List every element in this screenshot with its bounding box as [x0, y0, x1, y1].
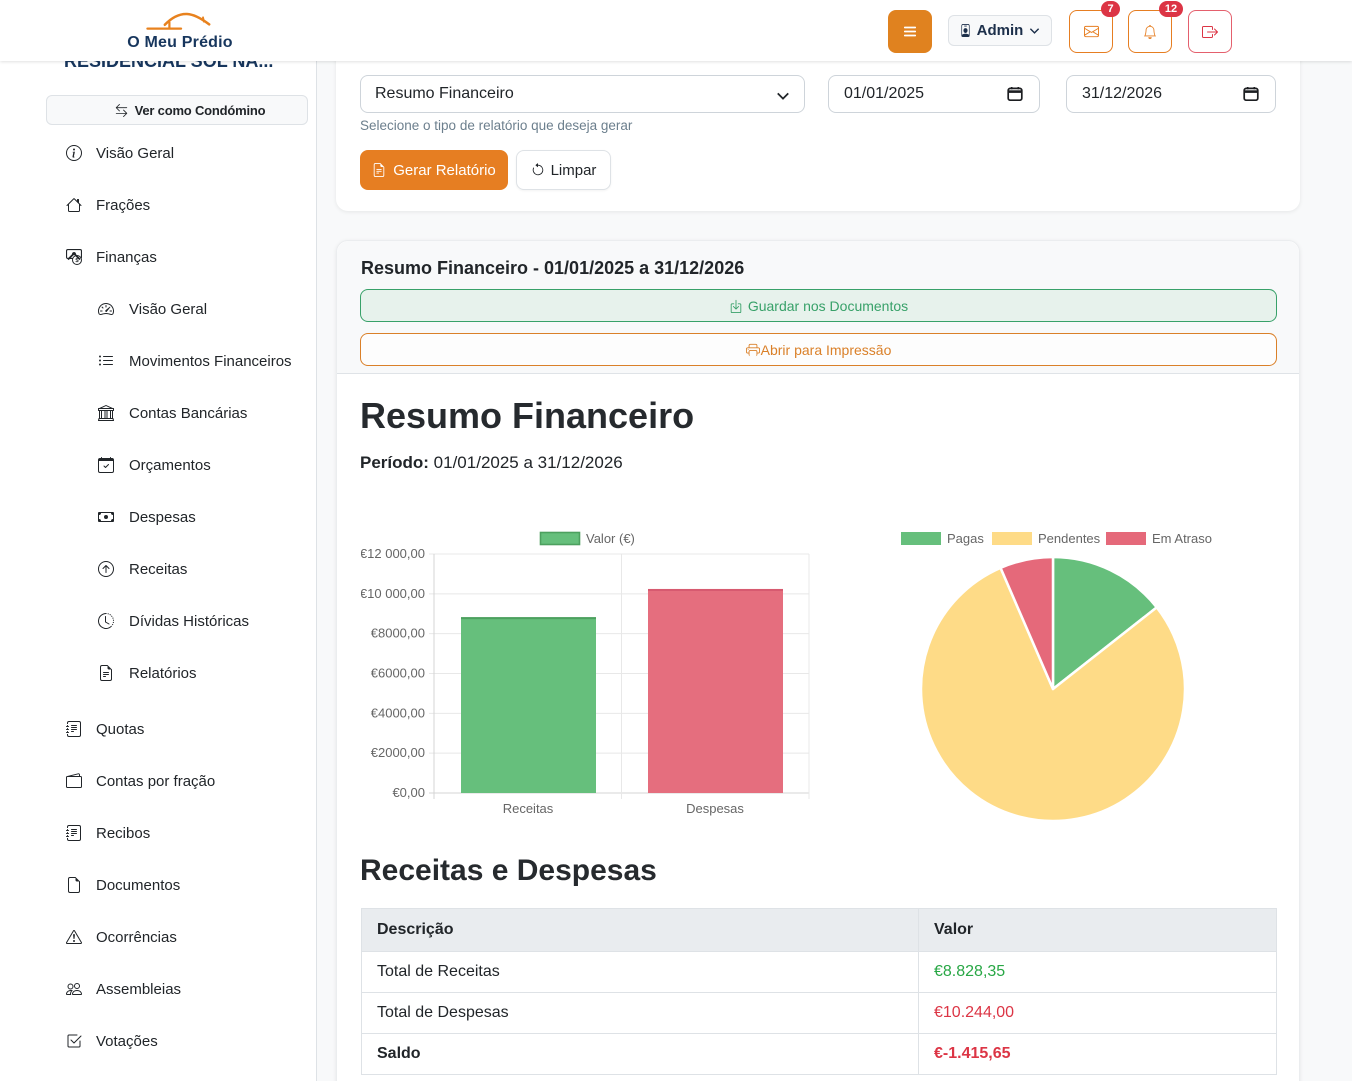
svg-text:€4000,00: €4000,00 [371, 705, 425, 720]
svg-text:Valor (€): Valor (€) [586, 531, 635, 546]
svg-text:€6000,00: €6000,00 [371, 666, 425, 681]
svg-text:€10 000,00: €10 000,00 [361, 586, 425, 601]
svg-text:Em Atraso: Em Atraso [1152, 531, 1212, 546]
svg-text:Pagas: Pagas [947, 531, 984, 546]
svg-text:€2000,00: €2000,00 [371, 745, 425, 760]
svg-text:€8000,00: €8000,00 [371, 626, 425, 641]
svg-text:Pendentes: Pendentes [1038, 531, 1101, 546]
svg-text:€12 000,00: €12 000,00 [361, 546, 425, 561]
svg-text:Despesas: Despesas [686, 801, 744, 816]
svg-text:Receitas: Receitas [503, 801, 554, 816]
svg-text:€0,00: €0,00 [392, 785, 425, 800]
